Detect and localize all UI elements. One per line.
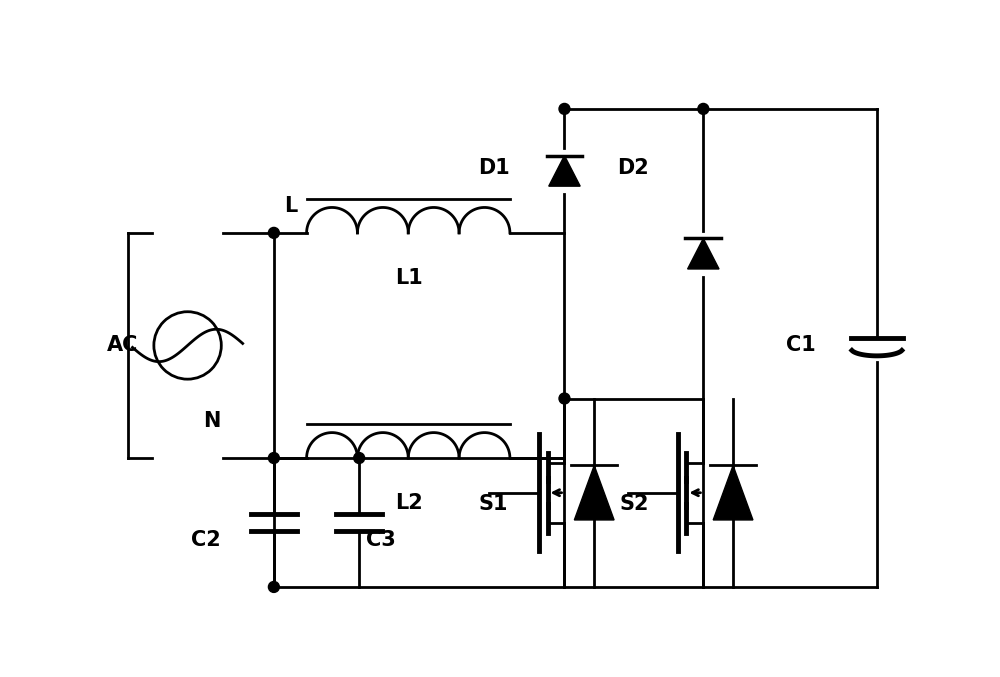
Circle shape [698,104,709,114]
Polygon shape [549,156,580,186]
Text: L1: L1 [395,267,423,288]
Circle shape [268,582,279,592]
Text: S1: S1 [478,494,508,514]
Text: L2: L2 [395,493,423,512]
Circle shape [559,393,570,404]
Text: C3: C3 [366,530,396,550]
Circle shape [559,104,570,114]
Circle shape [354,452,365,464]
Polygon shape [574,466,614,520]
Text: N: N [203,412,220,431]
Text: AC: AC [107,335,138,355]
Text: C2: C2 [191,530,220,550]
Text: S2: S2 [619,494,649,514]
Circle shape [268,452,279,464]
Text: D2: D2 [617,158,649,179]
Text: C1: C1 [786,335,815,355]
Text: D1: D1 [478,158,510,179]
Text: L: L [284,196,297,216]
Circle shape [268,227,279,238]
Polygon shape [713,466,753,520]
Polygon shape [688,238,719,269]
